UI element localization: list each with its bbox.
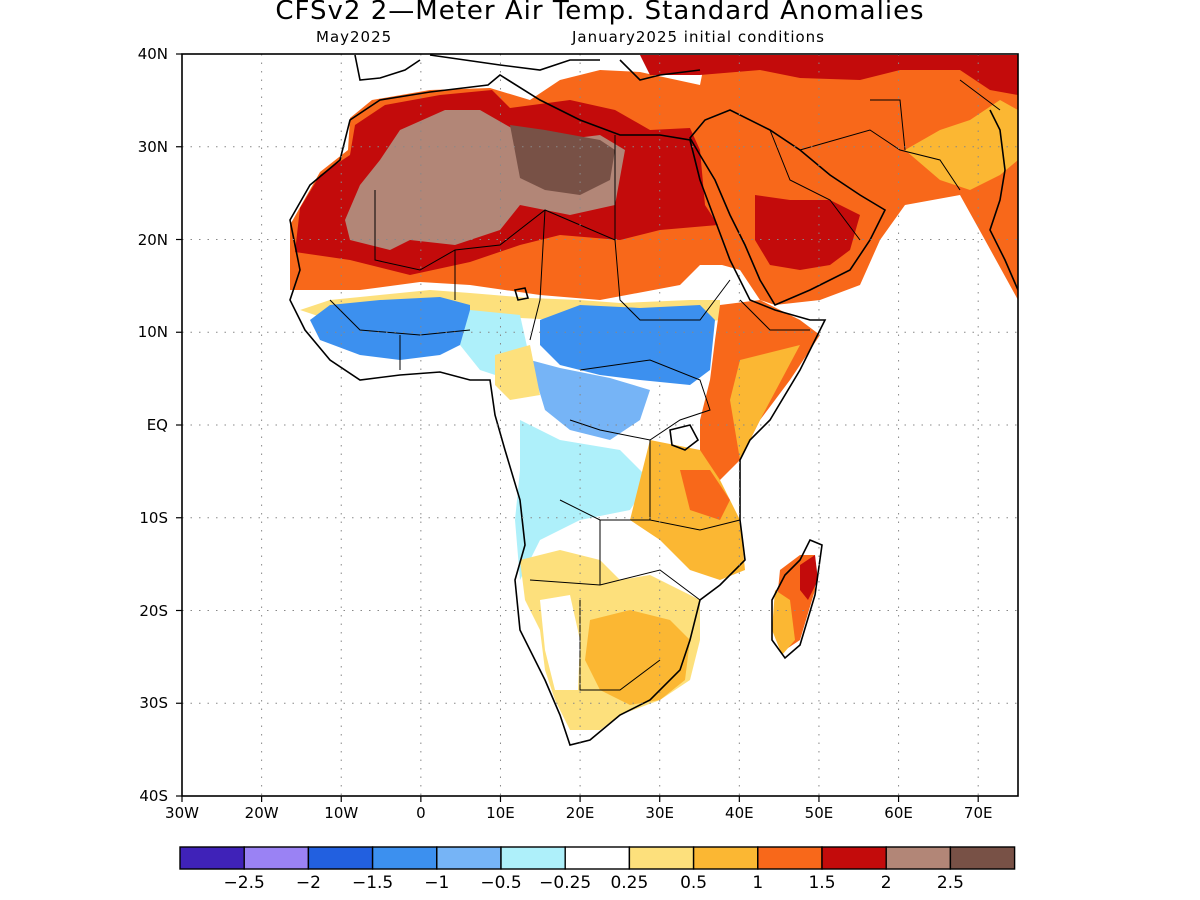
- central-africa-blue-region: [540, 305, 715, 385]
- lake-chad: [513, 287, 530, 301]
- iran-darkred-region: [640, 55, 1018, 95]
- colorbar-label: −1.5: [351, 873, 394, 893]
- colorbar-label: −2.5: [223, 873, 265, 893]
- colorbar-label: 2: [880, 873, 892, 893]
- lon-label: 50E: [804, 804, 834, 822]
- tanzania-lightorange-region: [630, 440, 745, 580]
- arabia-coastline: [689, 109, 887, 307]
- colorbar-label: 0.25: [610, 873, 649, 893]
- libya-egypt-darkbrown-region: [510, 125, 615, 195]
- lon-label: 40E: [725, 804, 754, 822]
- country-borders: [329, 79, 1001, 691]
- colorbar-swatch: [307, 846, 374, 870]
- lon-label: 10W: [324, 804, 359, 822]
- initial-conditions: January2025 initial conditions: [572, 28, 825, 46]
- tanzania-orange-region: [680, 470, 730, 520]
- cameroon-yellow-region: [495, 345, 540, 400]
- lat-label: 40N: [137, 45, 168, 63]
- namibia-white-region: [540, 595, 580, 690]
- west-africa-blue-region: [310, 297, 470, 360]
- lon-label: 70E: [963, 804, 993, 822]
- map-title: CFSv2 2—Meter Air Temp. Standard Anomali…: [275, 0, 925, 26]
- colorbar-label: 0.5: [680, 873, 708, 893]
- lon-label: 30E: [645, 804, 674, 822]
- colorbar-label: −0.25: [539, 873, 592, 893]
- lon-label: 20E: [565, 804, 595, 822]
- india-coastline: [989, 109, 1018, 291]
- anomaly-fields: [290, 55, 1018, 730]
- colorbar-label: −1: [424, 873, 450, 893]
- colorbar-label: 1.5: [808, 873, 836, 893]
- lat-label: EQ: [146, 416, 168, 434]
- colorbar-label: 1: [752, 873, 764, 893]
- congo-lightcyan-region: [515, 420, 650, 580]
- colorbar-swatch: [692, 846, 759, 870]
- colorbar-swatch: [500, 846, 566, 870]
- lat-label: 40S: [139, 787, 168, 805]
- lon-label: 60E: [884, 804, 913, 822]
- colorbar-swatch: [564, 846, 631, 870]
- lat-label: 20N: [137, 230, 168, 249]
- colorbar-swatch: [885, 846, 952, 870]
- southern-africa-lightorange-region: [585, 610, 690, 705]
- lat-label: 30S: [139, 694, 168, 713]
- arabia-lightorange-region: [905, 100, 1018, 190]
- colorbar-swatch: [949, 846, 1016, 870]
- colorbar-swatch: [757, 846, 823, 870]
- lake-victoria: [669, 424, 700, 451]
- colorbar-swatch: [243, 846, 310, 870]
- axis-ticks: [176, 53, 979, 802]
- coastlines: [289, 54, 1018, 746]
- madagascar-coastline: [771, 538, 823, 660]
- madagascar-darkred-region: [800, 555, 818, 600]
- lat-label: 30N: [137, 137, 168, 156]
- lat-label: 20S: [139, 601, 168, 620]
- lat-label: 10S: [139, 508, 168, 527]
- colorbar-swatch: [179, 846, 245, 870]
- central-africa-lightblue-region: [530, 360, 650, 440]
- colorbar-label: 2.5: [936, 873, 964, 893]
- forecast-month: May2025: [316, 28, 393, 46]
- lon-label: 10E: [486, 804, 515, 822]
- colorbar-swatch: [371, 846, 438, 870]
- lat-label: 10N: [137, 323, 168, 342]
- colorbar-label: −0.5: [480, 873, 522, 893]
- colorbar: [179, 846, 1016, 870]
- colorbar-label: −2: [295, 873, 321, 893]
- africa-coastline: [289, 74, 827, 746]
- east-africa-lightorange-region: [730, 345, 800, 460]
- colorbar-swatch: [821, 846, 887, 870]
- colorbar-swatch: [628, 846, 695, 870]
- lon-label: 0: [416, 804, 426, 822]
- graticule: [182, 54, 1018, 796]
- europe-coastline: [354, 54, 701, 81]
- arabia-darkred-region: [755, 195, 860, 270]
- colorbar-swatch: [436, 846, 502, 870]
- lon-label: 20W: [244, 804, 279, 822]
- lon-label: 30W: [165, 804, 199, 822]
- madagascar-lightorange-region: [772, 590, 795, 655]
